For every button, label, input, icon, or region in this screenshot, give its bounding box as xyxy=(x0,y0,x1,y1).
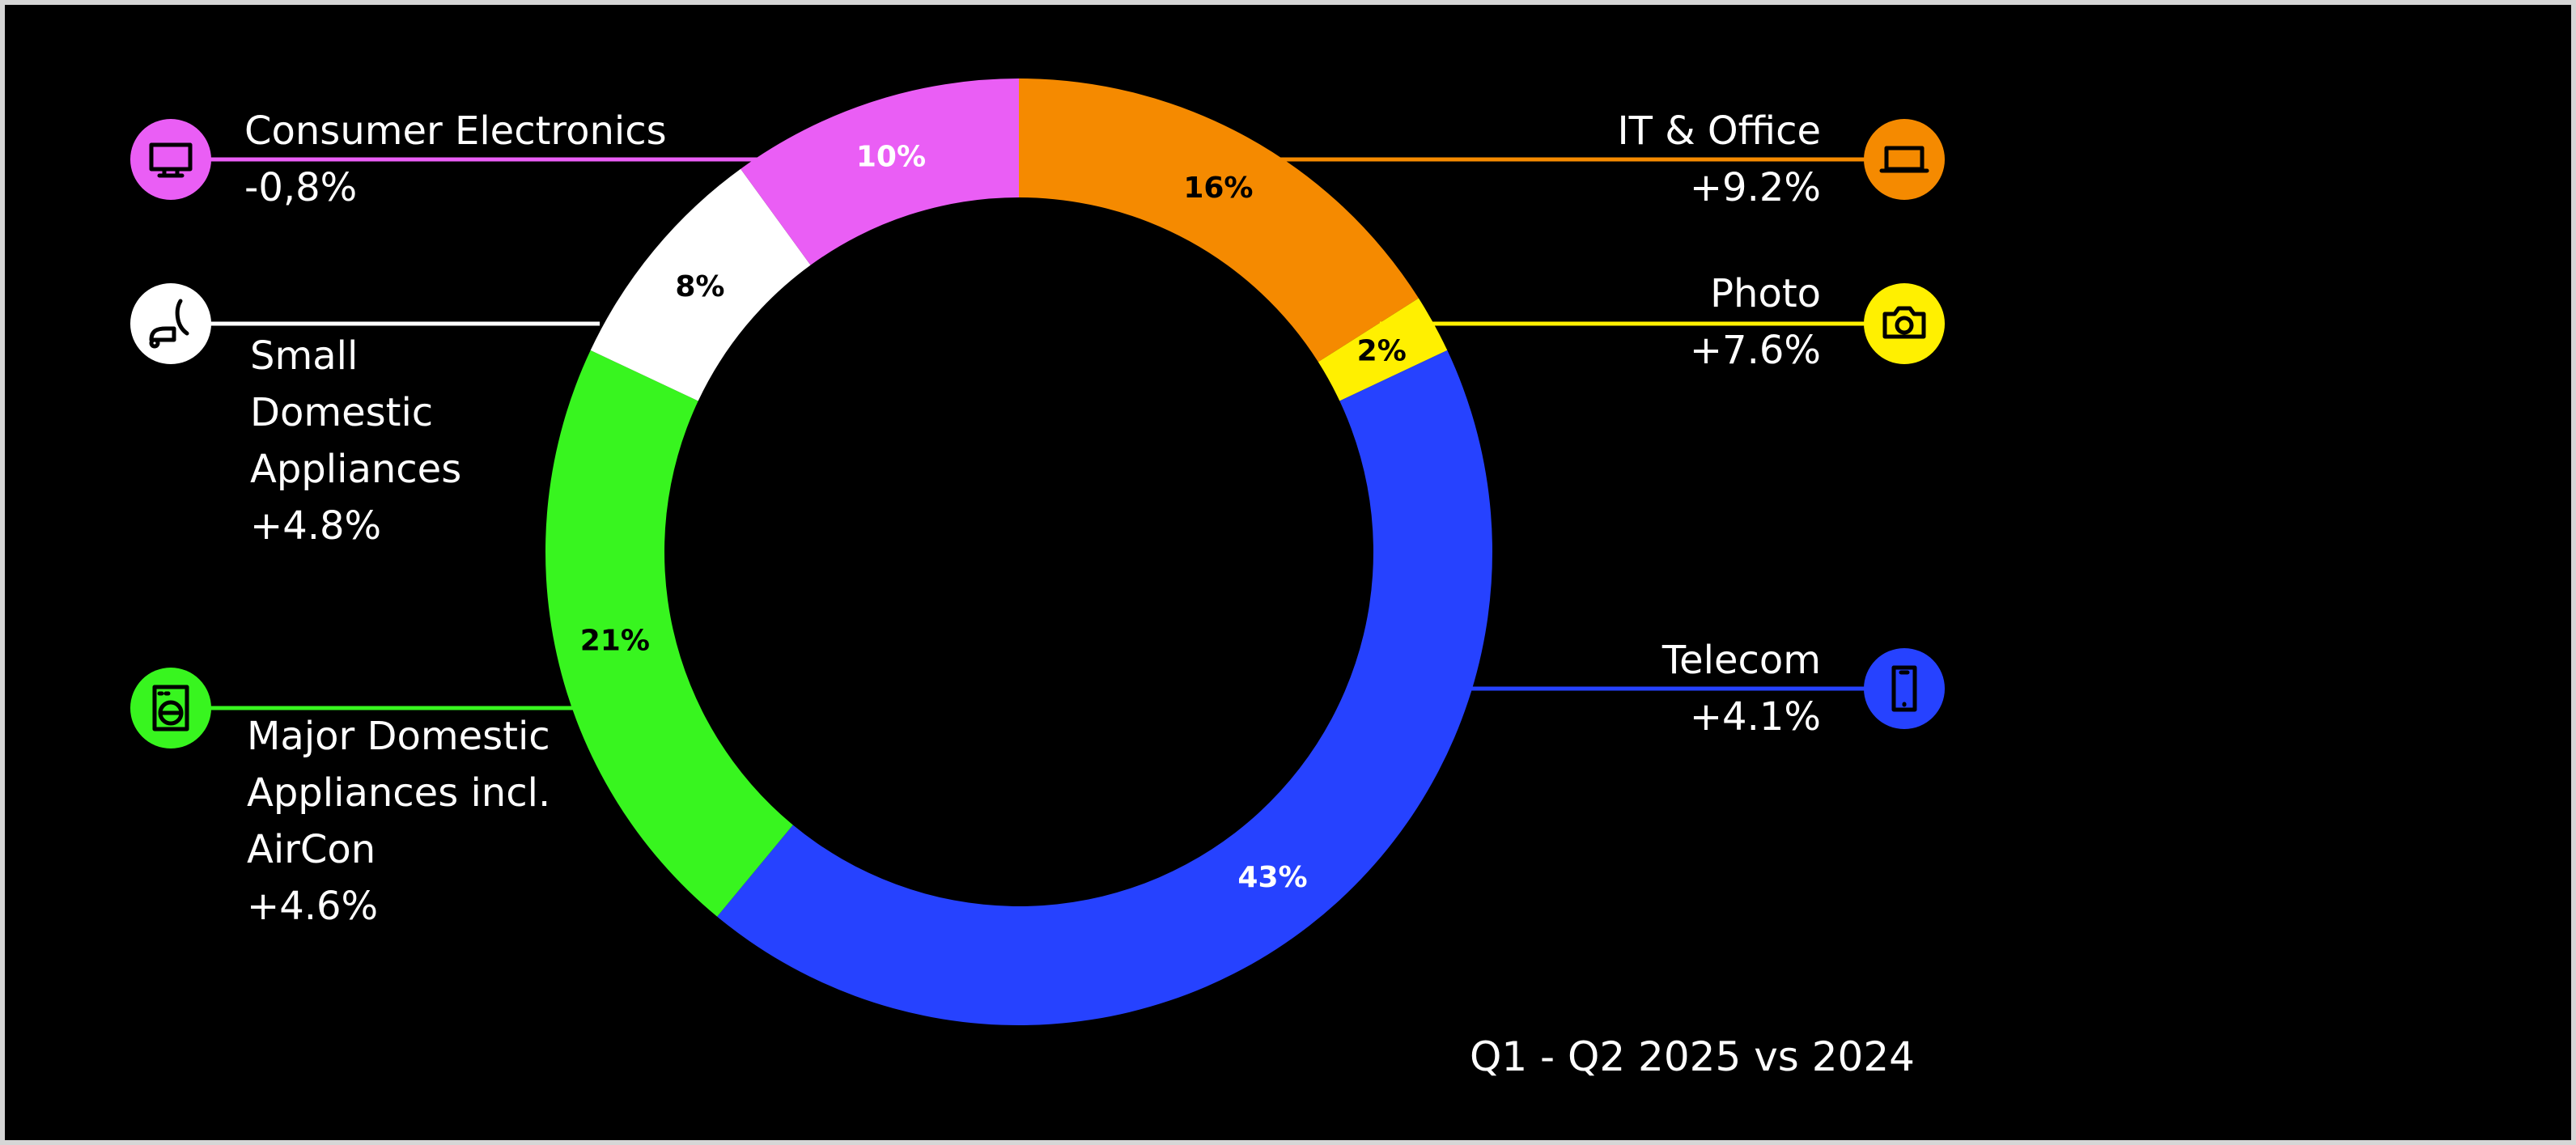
category-label: IT & Office +9.2% xyxy=(1254,103,1821,216)
icon xyxy=(149,299,189,349)
category-change: -0,8% xyxy=(244,165,358,210)
donut-segment xyxy=(545,350,793,917)
icon xyxy=(1879,146,1929,173)
category-name: Photo xyxy=(1710,271,1821,316)
donut-chart: 16% 2% 43% 21% 8% 10% xyxy=(130,78,1945,1025)
donut-segment xyxy=(717,350,1492,1025)
category-label: Major Domestic Appliances incl. AirCon +4… xyxy=(247,708,595,935)
category-change: +9.2% xyxy=(1689,165,1821,210)
category-name: Telecom xyxy=(1661,638,1821,683)
icon-badge xyxy=(130,283,211,364)
category-change: +4.6% xyxy=(247,884,379,929)
value-label: 10% xyxy=(856,141,926,174)
value-label: 16% xyxy=(1183,172,1253,205)
value-label: 43% xyxy=(1237,861,1307,894)
category-name: Consumer Electronics xyxy=(244,108,667,154)
icon xyxy=(1882,306,1926,339)
chart-subtitle: Q1 - Q2 2025 vs 2024 xyxy=(1470,1033,1915,1080)
icon-badge xyxy=(1864,283,1945,364)
category-label: Small Domestic Appliances +4.8% xyxy=(250,328,493,554)
donut-segment xyxy=(590,168,811,401)
category-change: +4.8% xyxy=(250,503,382,549)
icon-badge xyxy=(130,119,211,200)
category-change: +4.1% xyxy=(1689,694,1821,740)
donut-segment xyxy=(741,78,1019,265)
value-label: 21% xyxy=(580,625,650,658)
category-name: Major Domestic Appliances incl. AirCon xyxy=(247,714,551,872)
donut-segment xyxy=(1019,78,1419,363)
icon xyxy=(152,685,189,732)
icon xyxy=(149,142,193,178)
category-label: Photo +7.6% xyxy=(1254,265,1821,379)
icon-badge xyxy=(1864,648,1945,729)
category-label: Telecom +4.1% xyxy=(1254,632,1821,745)
icon xyxy=(1891,665,1917,712)
category-name: Small Domestic Appliances xyxy=(250,333,462,492)
category-name: IT & Office xyxy=(1617,108,1821,154)
category-label: Consumer Electronics -0,8% xyxy=(244,103,973,216)
icon-badge xyxy=(130,668,211,748)
icon-badge xyxy=(1864,119,1945,200)
value-label: 8% xyxy=(675,270,724,303)
category-change: +7.6% xyxy=(1689,328,1821,373)
value-label: 2% xyxy=(1357,335,1407,368)
